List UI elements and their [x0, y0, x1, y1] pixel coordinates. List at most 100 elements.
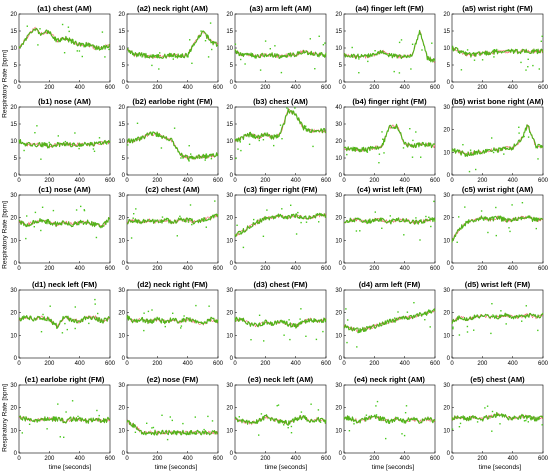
xtick-label-d4-3: 600	[430, 361, 441, 367]
outlier-point-e3-4	[277, 404, 280, 406]
outlier-point-e4-0	[375, 414, 378, 416]
outlier-point-d4-6	[346, 341, 348, 344]
outlier-point-d1-7	[94, 303, 96, 305]
outlier-point-b2-13	[157, 134, 159, 136]
ytick-label-b3-4: 20	[226, 105, 233, 111]
ytick-label-d5-0: 0	[447, 356, 451, 362]
outlier-point-d1-9	[64, 322, 66, 325]
outlier-point-b2-4	[198, 157, 201, 159]
outlier-point-e2-4	[171, 419, 173, 422]
outlier-point-d2-2	[143, 329, 145, 332]
panel-title-e1: (e1) earlobe right (FM)	[25, 375, 105, 384]
outlier-point-c1-7	[26, 215, 28, 217]
xtick-label-d4-0: 0	[342, 361, 346, 367]
ytick-label-a2-0: 0	[122, 80, 126, 86]
xtick-label-b4-1: 200	[369, 178, 380, 184]
outlier-point-b1-5	[93, 150, 96, 152]
outlier-point-d3-6	[315, 338, 318, 341]
xtick-label-c2-2: 400	[183, 266, 194, 272]
outlier-point-a5-12	[520, 61, 522, 64]
outlier-point-b1-0	[57, 135, 59, 137]
ytick-label-e2-0: 0	[122, 451, 126, 457]
xtick-label-c1-0: 0	[17, 266, 21, 272]
outlier-point-b4-6	[402, 147, 405, 149]
outlier-point-c2-2	[135, 208, 137, 210]
ytick-label-e2-2: 20	[118, 406, 125, 412]
ytick-label-c5-3: 30	[443, 193, 450, 199]
outlier-point-b5-4	[518, 132, 520, 134]
outlier-point-d4-8	[429, 326, 431, 328]
outlier-point-a1-4	[101, 31, 104, 33]
outlier-point-b1-13	[74, 132, 76, 134]
outlier-point-c2-4	[189, 204, 192, 206]
ytick-label-c2-3: 30	[118, 193, 125, 199]
outlier-point-a2-0	[187, 56, 189, 58]
outlier-point-a1-3	[78, 50, 81, 52]
ytick-label-a1-4: 20	[10, 12, 17, 18]
outlier-point-e1-8	[54, 417, 56, 419]
ytick-label-c5-0: 0	[447, 261, 451, 267]
plot-frame-c4	[343, 194, 436, 264]
outlier-point-d2-10	[183, 315, 185, 317]
xtick-label-d3-3: 600	[321, 361, 332, 367]
outlier-point-c5-12	[535, 227, 537, 230]
outlier-point-e1-12	[57, 403, 59, 405]
plot-frame-e4	[343, 384, 436, 454]
outlier-point-b4-4	[412, 139, 414, 142]
xtick-label-d5-0: 0	[450, 361, 454, 367]
panel-d5: (d5) wrist left (FM) 0 10 20 30 0 200 400 600	[443, 280, 548, 367]
estimate-series-c3	[234, 212, 327, 238]
panel-c2: (c2) chest (AM) 0 10 20 30 0 200 400 600	[118, 185, 223, 272]
outlier-point-c1-8	[33, 226, 35, 228]
xtick-label-b2-1: 200	[152, 178, 163, 184]
outlier-point-c5-10	[480, 210, 483, 212]
outlier-point-e2-9	[207, 415, 209, 418]
xtick-label-d4-1: 200	[369, 361, 380, 367]
outlier-point-c1-12	[41, 206, 44, 208]
outlier-point-b4-1	[416, 143, 418, 145]
outlier-point-a5-11	[481, 59, 484, 61]
ytick-label-d5-3: 30	[443, 288, 450, 294]
outlier-point-b4-13	[415, 131, 417, 133]
plot-frame-b1	[18, 106, 111, 176]
ytick-label-a3-1: 5	[230, 63, 234, 69]
ylabel-row-a: Respiratory Rate [bpm]	[2, 50, 9, 118]
outlier-point-d4-4	[394, 317, 396, 319]
outlier-point-d5-7	[473, 329, 475, 331]
ytick-label-b5-2: 20	[443, 128, 450, 134]
outlier-point-c1-1	[25, 237, 27, 240]
outlier-point-e4-9	[375, 405, 377, 407]
ytick-label-c4-1: 10	[335, 238, 342, 244]
xtick-label-b1-2: 400	[75, 178, 86, 184]
xtick-label-d5-2: 400	[508, 361, 519, 367]
panel-c4: (c4) wrist left (FM) 0 10 20 30 0 200 400 600	[335, 185, 440, 272]
estimate-series-b1	[18, 139, 111, 149]
outlier-point-e2-13	[146, 422, 148, 424]
outlier-point-c5-7	[495, 234, 497, 237]
plot-frame-c3	[234, 194, 327, 264]
estimate-series-c5	[451, 215, 544, 243]
outlier-point-e2-1	[134, 431, 137, 433]
outlier-point-b5-13	[498, 147, 500, 149]
outlier-point-b1-7	[48, 141, 50, 144]
outlier-point-d4-2	[345, 308, 347, 310]
ytick-label-e1-3: 30	[10, 383, 17, 389]
outlier-point-a4-0	[393, 70, 395, 73]
outlier-point-d3-12	[250, 339, 252, 341]
ytick-label-a4-4: 20	[335, 12, 342, 18]
outlier-point-d2-8	[172, 312, 174, 314]
xtick-label-c2-3: 600	[213, 266, 224, 272]
xlabel-e2: time [seconds]	[155, 464, 198, 471]
estimate-series-e5	[451, 411, 544, 422]
outlier-point-e1-11	[28, 423, 31, 425]
outlier-point-d2-1	[208, 305, 210, 307]
outlier-point-c4-10	[359, 230, 361, 232]
outlier-point-c1-3	[78, 223, 80, 226]
outlier-point-e5-10	[527, 421, 529, 423]
outlier-point-c4-0	[430, 225, 432, 228]
outlier-point-e1-6	[46, 428, 48, 430]
outlier-point-c5-2	[483, 219, 485, 221]
panel-title-c3: (c3) finger right (FM)	[244, 185, 318, 194]
outlier-point-e5-7	[541, 424, 543, 426]
panel-c3: (c3) finger right (FM) 0 10 20 30 0 200 400 600	[226, 185, 331, 272]
